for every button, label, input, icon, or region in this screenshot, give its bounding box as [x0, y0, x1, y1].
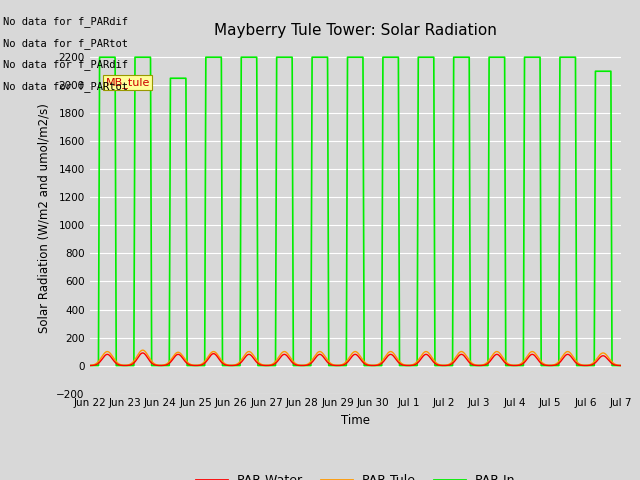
PAR Tule	[200, 360, 207, 366]
PAR In	[285, 54, 292, 60]
PAR Water	[504, 362, 511, 368]
PAR Tule	[615, 362, 623, 368]
Text: No data for f_PARtot: No data for f_PARtot	[3, 37, 128, 48]
X-axis label: Time: Time	[340, 414, 370, 427]
Line: PAR In: PAR In	[90, 57, 621, 366]
PAR Water	[429, 358, 436, 363]
Text: No data for f_PARtot: No data for f_PARtot	[3, 81, 128, 92]
PAR In	[200, 363, 207, 369]
PAR Water	[285, 355, 292, 360]
Y-axis label: Solar Radiation (W/m2 and umol/m2/s): Solar Radiation (W/m2 and umol/m2/s)	[38, 104, 51, 333]
PAR Water	[617, 363, 625, 369]
PAR Water	[200, 361, 207, 367]
Line: PAR Water: PAR Water	[90, 353, 621, 366]
PAR Tule	[617, 362, 625, 368]
PAR In	[194, 363, 202, 369]
PAR Tule	[285, 352, 292, 358]
PAR In	[615, 363, 623, 369]
PAR Water	[615, 362, 623, 368]
Text: MB_tule: MB_tule	[106, 77, 150, 88]
Text: No data for f_PARdif: No data for f_PARdif	[3, 59, 128, 70]
PAR Tule	[194, 362, 202, 368]
Line: PAR Tule: PAR Tule	[90, 350, 621, 365]
Title: Mayberry Tule Tower: Solar Radiation: Mayberry Tule Tower: Solar Radiation	[214, 23, 497, 38]
PAR In	[504, 363, 511, 369]
PAR In	[617, 363, 625, 369]
PAR Tule	[429, 355, 436, 361]
PAR Tule	[139, 347, 147, 353]
PAR Tule	[86, 362, 93, 368]
PAR Water	[139, 350, 147, 356]
PAR Water	[194, 362, 202, 368]
PAR Water	[86, 363, 93, 369]
Legend: PAR Water, PAR Tule, PAR In: PAR Water, PAR Tule, PAR In	[191, 469, 520, 480]
Text: No data for f_PARdif: No data for f_PARdif	[3, 16, 128, 27]
PAR In	[86, 363, 93, 369]
PAR In	[95, 54, 103, 60]
PAR Tule	[504, 360, 511, 366]
PAR In	[429, 54, 436, 60]
